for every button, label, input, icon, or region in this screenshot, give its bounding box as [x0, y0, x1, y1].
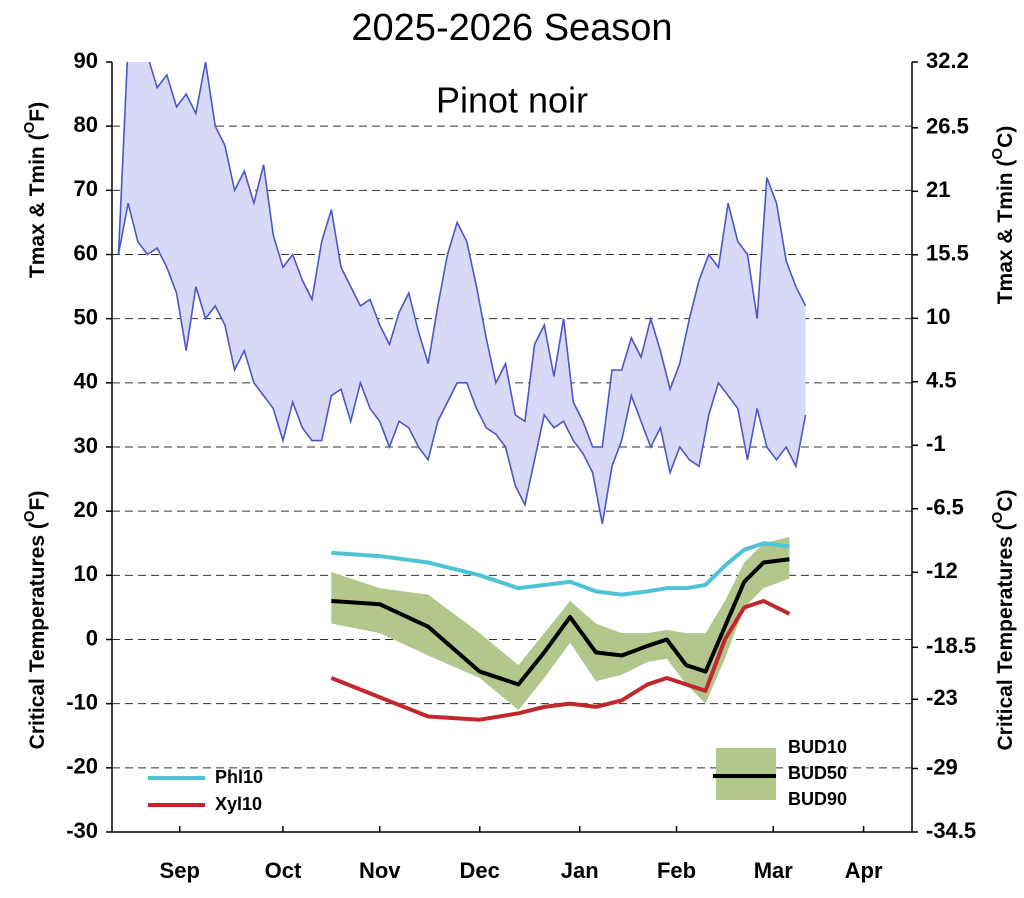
y-tick-label: 0 — [86, 625, 98, 650]
x-tick-label: Sep — [160, 858, 200, 883]
y2-tick-label: -34.5 — [926, 818, 976, 843]
y-tick-label: 60 — [74, 240, 98, 265]
y2-tick-label: 15.5 — [926, 241, 969, 266]
label-sup: O — [989, 511, 1006, 523]
label-part: C) — [994, 126, 1017, 148]
label-part: Critical Temperatures ( — [26, 522, 49, 749]
x-tick-label: Feb — [657, 858, 696, 883]
critical-line — [330, 599, 791, 722]
y2-tick-label: 10 — [926, 304, 950, 329]
temperature-group — [117, 62, 807, 525]
label-part: C) — [994, 489, 1017, 511]
y-tick-label: 80 — [74, 112, 98, 137]
y-tick-label: 70 — [74, 176, 98, 201]
x-tick-label: Apr — [845, 858, 883, 883]
label-part: F) — [26, 491, 49, 511]
x-tick-label: Oct — [265, 858, 302, 883]
label-sup: O — [21, 510, 38, 522]
legend-label: Phl10 — [215, 767, 263, 787]
y2-tick-label: -1 — [926, 431, 946, 456]
annotation: Pinot noir — [436, 80, 588, 121]
y-tick-label: 50 — [74, 304, 98, 329]
label-part: Tmax & Tmin ( — [994, 160, 1017, 305]
x-tick-label: Dec — [460, 858, 500, 883]
tmax-line — [117, 62, 807, 448]
bud-band — [331, 536, 790, 711]
y-tick-label: -20 — [66, 754, 98, 779]
y2-tick-label: 32.2 — [926, 48, 969, 73]
label-part: F) — [26, 102, 49, 122]
label-part: Tmax & Tmin ( — [26, 133, 49, 278]
y2-tick-label: -18.5 — [926, 633, 976, 658]
tmin-line — [117, 202, 807, 525]
y2-tick-label: -6.5 — [926, 495, 964, 520]
y2-tick-label: -23 — [926, 685, 958, 710]
y-axis-label: Tmax & Tmin (OF) — [21, 102, 49, 278]
y-tick-label: -10 — [66, 689, 98, 714]
y2-tick-label: -12 — [926, 558, 958, 583]
chart-title: 2025-2026 Season — [351, 7, 672, 49]
label-part: Critical Temperatures ( — [994, 523, 1017, 750]
x-tick-label: Jan — [561, 858, 599, 883]
y2-axis-label: Tmax & Tmin (OC) — [989, 126, 1017, 305]
legend-label: BUD10 — [788, 737, 847, 757]
x-tick-label: Nov — [359, 858, 401, 883]
y-tick-label: 40 — [74, 369, 98, 394]
y-axis-label-lower: Critical Temperatures (OF) — [21, 491, 49, 750]
y-tick-label: 30 — [74, 433, 98, 458]
y-tick-label: 10 — [74, 561, 98, 586]
label-sup: O — [989, 148, 1006, 160]
y2-tick-label: 21 — [926, 177, 950, 202]
y2-tick-label: -29 — [926, 754, 958, 779]
y-tick-label: -30 — [66, 818, 98, 843]
legend-label: BUD90 — [788, 789, 847, 809]
y-tick-label: 90 — [74, 48, 98, 73]
y-tick-label: 20 — [74, 497, 98, 522]
bud50-line — [331, 557, 790, 687]
legend-label: Xyl10 — [215, 794, 262, 814]
x-tick-label: Mar — [754, 858, 794, 883]
critical-line — [331, 541, 790, 597]
y2-tick-label: 26.5 — [926, 114, 969, 139]
legend-label: BUD50 — [788, 763, 847, 783]
y2-axis-label-lower: Critical Temperatures (OC) — [989, 489, 1017, 750]
y2-tick-label: 4.5 — [926, 368, 957, 393]
label-sup: O — [21, 121, 38, 133]
